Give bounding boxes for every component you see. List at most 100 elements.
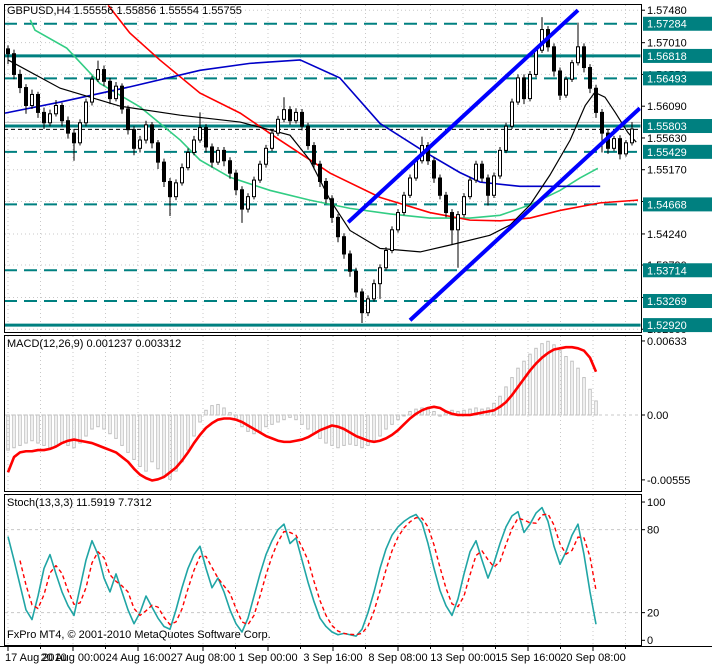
candle-body xyxy=(204,127,208,148)
trendline-upper[interactable] xyxy=(346,8,580,224)
macd-bar xyxy=(570,360,574,416)
macd-bar xyxy=(366,414,370,446)
candle-body xyxy=(174,182,178,198)
stoch-k-line xyxy=(7,506,597,637)
candle-body xyxy=(54,105,58,115)
candle-body xyxy=(438,177,442,196)
macd-bar xyxy=(282,414,286,421)
price-level-badge xyxy=(643,197,712,212)
candle-body xyxy=(570,62,574,80)
candle-body xyxy=(564,78,568,96)
macd-axis-label: -0.00555 xyxy=(647,475,690,487)
macd-bar xyxy=(78,414,82,444)
macd-bar xyxy=(588,388,592,416)
candle-body xyxy=(510,101,514,127)
price-level-badge xyxy=(643,144,712,159)
price-level-badge-label: 1.56818 xyxy=(647,51,687,63)
candle-body xyxy=(576,46,580,64)
candle-body xyxy=(330,198,334,218)
macd-bar xyxy=(330,414,334,446)
macd-bar xyxy=(438,414,442,417)
candle-body xyxy=(186,151,190,169)
candle-body xyxy=(18,73,22,89)
macd-bar xyxy=(528,353,532,416)
macd-bar xyxy=(120,414,124,446)
macd-bar xyxy=(276,414,280,423)
macd-bar xyxy=(258,414,262,432)
candle-body xyxy=(108,80,112,100)
price-level-badge-label: 1.56493 xyxy=(647,73,687,85)
candle-body xyxy=(618,138,622,155)
candle-body xyxy=(210,146,214,163)
candle-body xyxy=(192,139,196,153)
candle-body xyxy=(114,85,118,100)
macd-bar xyxy=(36,414,40,444)
candle-body xyxy=(426,145,430,162)
macd-bar xyxy=(210,405,214,416)
candle-body xyxy=(498,149,502,177)
candle-body xyxy=(252,179,256,198)
macd-bar xyxy=(402,414,406,417)
stoch-panel xyxy=(5,506,640,637)
macd-bar xyxy=(180,414,184,463)
candle-body xyxy=(312,145,316,165)
candle-body xyxy=(450,212,454,231)
macd-bar xyxy=(198,414,202,423)
candle-body xyxy=(240,189,244,210)
grid-lines xyxy=(7,5,626,644)
candle-body xyxy=(270,132,274,149)
main-panel-border xyxy=(4,4,642,333)
macd-bar xyxy=(564,356,568,416)
candle-body xyxy=(486,177,490,196)
candle-body xyxy=(144,124,148,141)
candle-body xyxy=(600,111,604,134)
macd-bar xyxy=(108,414,112,435)
candle-body xyxy=(456,214,460,231)
candle-body xyxy=(390,229,394,252)
macd-bar xyxy=(246,414,250,432)
macd-bar xyxy=(348,414,352,445)
macd-bar xyxy=(114,414,118,439)
candle-body xyxy=(468,179,472,198)
macd-bar xyxy=(576,367,580,416)
macd-bar xyxy=(354,414,358,446)
candle-body xyxy=(126,108,130,131)
candle-body xyxy=(162,161,166,182)
price-tick-label: 1.57010 xyxy=(647,38,687,50)
macd-bar xyxy=(594,400,598,416)
price-axis[interactable]: 1.574801.570101.565501.560901.556301.551… xyxy=(641,5,712,647)
candle-body xyxy=(372,283,376,300)
macd-bar xyxy=(534,347,538,416)
stoch-axis-label: 100 xyxy=(647,497,665,509)
candle-body xyxy=(360,291,364,314)
candle-body xyxy=(300,111,304,127)
macd-bar xyxy=(204,409,208,416)
candle-body xyxy=(384,250,388,269)
candle-body xyxy=(222,149,226,162)
candle-body xyxy=(462,196,466,216)
macd-bar xyxy=(522,360,526,416)
candle-body xyxy=(354,270,358,293)
candle-body xyxy=(48,113,52,124)
macd-bar xyxy=(408,410,412,416)
candle-body xyxy=(6,48,10,55)
price-level-badge-label: 1.53269 xyxy=(647,296,687,308)
macd-bar xyxy=(18,414,22,446)
macd-bar xyxy=(162,414,166,477)
candle-body xyxy=(558,70,562,96)
macd-bar xyxy=(294,414,298,421)
macd-bar xyxy=(540,343,544,416)
time-tick-label: 24 Aug 16:00 xyxy=(106,652,171,664)
macd-bar xyxy=(390,414,394,425)
macd-bar xyxy=(300,414,304,425)
candle-body xyxy=(480,163,484,179)
price-tick-label: 1.56090 xyxy=(647,101,687,113)
time-tick-label: 8 Sep 08:00 xyxy=(368,652,427,664)
macd-bar xyxy=(150,414,154,463)
trendline-lower[interactable] xyxy=(408,106,641,322)
time-tick-label: 15 Sep 16:00 xyxy=(495,652,560,664)
candle-body xyxy=(594,87,598,113)
stoch-d-line xyxy=(19,513,597,636)
